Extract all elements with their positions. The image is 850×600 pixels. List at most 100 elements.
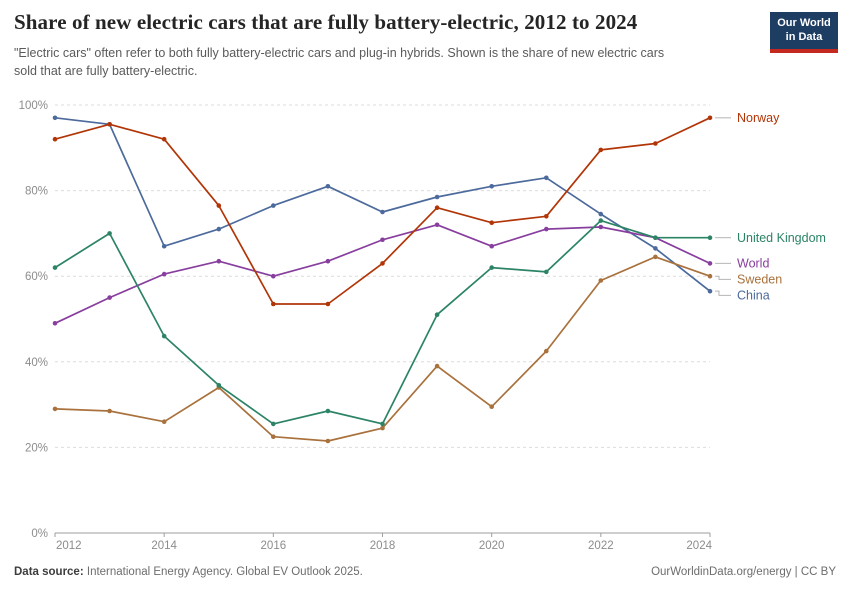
point-norway-2020[interactable] (489, 220, 495, 225)
point-united-kingdom-2021[interactable] (544, 269, 549, 275)
owid-logo[interactable]: Our World in Data (770, 12, 838, 53)
legend-label-china[interactable]: China (737, 289, 770, 303)
point-norway-2022[interactable] (598, 147, 604, 153)
point-china-2021[interactable] (544, 175, 549, 181)
point-united-kingdom-2018[interactable] (380, 421, 385, 427)
point-world-2015[interactable] (216, 258, 222, 264)
point-china-2016[interactable] (271, 203, 276, 208)
point-china-2022[interactable] (598, 211, 604, 217)
x-tick-label-2022: 2022 (588, 540, 614, 552)
point-world-2017[interactable] (325, 258, 331, 264)
point-norway-2012[interactable] (52, 136, 58, 142)
legend-connector-china (715, 290, 731, 296)
owid-logo-line1: Our World (777, 16, 831, 29)
point-norway-2017[interactable] (325, 301, 331, 307)
point-china-2014[interactable] (161, 243, 167, 249)
point-sweden-2024[interactable] (707, 273, 713, 279)
point-united-kingdom-2012[interactable] (52, 265, 58, 270)
point-united-kingdom-2020[interactable] (489, 265, 495, 270)
point-united-kingdom-2016[interactable] (271, 421, 276, 427)
legend-label-norway[interactable]: Norway (737, 111, 780, 125)
point-sweden-2013[interactable] (107, 408, 112, 414)
point-united-kingdom-2013[interactable] (107, 231, 112, 236)
point-world-2018[interactable] (380, 237, 385, 243)
point-world-2021[interactable] (544, 226, 549, 232)
point-norway-2018[interactable] (380, 261, 385, 266)
line-sweden[interactable] (54, 256, 711, 442)
point-world-2014[interactable] (161, 271, 167, 277)
point-sweden-2019[interactable] (434, 363, 440, 369)
point-united-kingdom-2023[interactable] (653, 235, 658, 240)
point-china-2015[interactable] (216, 226, 222, 232)
point-norway-2015[interactable] (216, 203, 222, 208)
point-china-2017[interactable] (325, 184, 331, 189)
point-world-2016[interactable] (271, 273, 276, 279)
point-norway-2019[interactable] (434, 205, 440, 210)
point-sweden-2021[interactable] (544, 348, 549, 354)
point-united-kingdom-2019[interactable] (434, 312, 440, 318)
x-tick-label-2012: 2012 (56, 540, 82, 552)
point-norway-2024[interactable] (707, 115, 713, 121)
point-sweden-2018[interactable] (380, 425, 385, 431)
point-sweden-2016[interactable] (271, 434, 276, 440)
point-sweden-2023[interactable] (653, 254, 658, 260)
point-sweden-2020[interactable] (489, 404, 495, 410)
point-united-kingdom-2014[interactable] (161, 333, 167, 339)
owid-logo-line2: in Data (785, 30, 823, 43)
footer-link[interactable]: OurWorldinData.org/energy | CC BY (651, 566, 836, 578)
y-tick-label-20: 20% (25, 442, 48, 454)
y-tick-label-100: 100% (19, 100, 48, 112)
legend-label-world[interactable]: World (737, 257, 769, 271)
point-norway-2013[interactable] (107, 122, 112, 127)
y-tick-label-0: 0% (31, 528, 48, 540)
y-tick-label-60: 60% (25, 271, 48, 283)
point-world-2012[interactable] (52, 321, 58, 326)
point-world-2020[interactable] (489, 243, 495, 249)
point-china-2019[interactable] (434, 194, 440, 200)
point-united-kingdom-2015[interactable] (216, 383, 222, 388)
legend-label-sweden[interactable]: Sweden (737, 273, 782, 287)
x-tick-label-2020: 2020 (479, 540, 505, 552)
line-united-kingdom[interactable] (54, 219, 711, 425)
point-united-kingdom-2024[interactable] (707, 235, 713, 240)
series-china[interactable] (52, 115, 713, 294)
legend-connector-sweden (715, 275, 731, 280)
point-world-2013[interactable] (107, 295, 112, 300)
point-sweden-2014[interactable] (161, 419, 167, 425)
x-tick-label-2018: 2018 (370, 540, 396, 552)
y-tick-label-40: 40% (25, 357, 48, 369)
point-sweden-2017[interactable] (325, 438, 331, 444)
point-china-2012[interactable] (52, 115, 58, 121)
x-tick-label-2016: 2016 (261, 540, 287, 552)
data-source-text: International Energy Agency. Global EV O… (86, 566, 363, 578)
y-tick-label-80: 80% (25, 186, 48, 198)
point-norway-2023[interactable] (653, 141, 658, 146)
chart-subtitle: "Electric cars" often refer to both full… (14, 46, 665, 79)
chart-footer: Data source: International Energy Agency… (14, 566, 836, 578)
x-tick-label-2014: 2014 (151, 540, 177, 552)
point-sweden-2022[interactable] (598, 278, 604, 283)
series-world[interactable] (52, 222, 713, 326)
page-title: Share of new electric cars that are full… (14, 10, 638, 34)
x-tick-label-2024: 2024 (686, 540, 712, 552)
point-china-2020[interactable] (489, 184, 495, 189)
point-world-2019[interactable] (434, 222, 440, 228)
point-china-2018[interactable] (380, 209, 385, 215)
series-united-kingdom[interactable] (52, 218, 713, 427)
point-china-2023[interactable] (653, 246, 658, 251)
series-sweden[interactable] (52, 254, 713, 444)
series-norway[interactable] (52, 115, 713, 307)
data-source-label: Data source: (14, 566, 84, 578)
legend-label-united-kingdom[interactable]: United Kingdom (737, 231, 826, 245)
point-united-kingdom-2017[interactable] (325, 408, 331, 414)
point-norway-2016[interactable] (271, 301, 276, 307)
point-world-2024[interactable] (707, 261, 713, 266)
point-norway-2014[interactable] (161, 136, 167, 142)
point-united-kingdom-2022[interactable] (598, 218, 604, 223)
point-china-2024[interactable] (707, 288, 713, 294)
point-sweden-2012[interactable] (52, 406, 58, 412)
point-norway-2021[interactable] (544, 214, 549, 219)
point-world-2022[interactable] (598, 224, 604, 230)
